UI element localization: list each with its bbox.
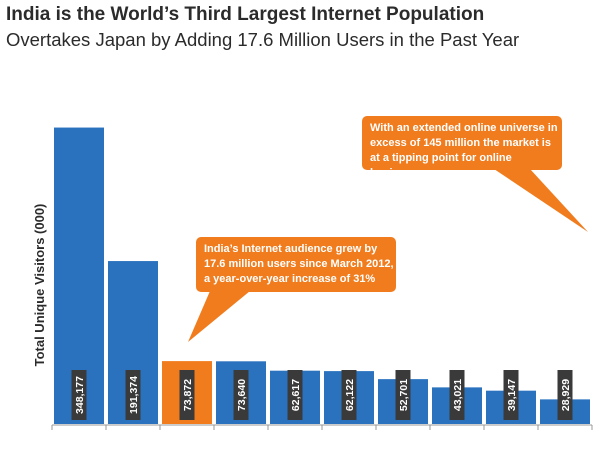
- bar-label-bg-4: [233, 370, 249, 420]
- bar-label-10: 28,929: [560, 379, 572, 411]
- bar-label-7: 52,701: [398, 379, 410, 411]
- bar-label-1: 348,177: [74, 376, 86, 414]
- bar-label-3: 73,872: [182, 379, 194, 411]
- bar-label-bg-5: [287, 370, 303, 420]
- bar-label-bg-7: [395, 370, 411, 420]
- bar-label-bg-8: [449, 370, 465, 420]
- bar-label-bg-1: [71, 370, 87, 420]
- bar-label-bg-10: [557, 370, 573, 420]
- bar-label-8: 43,021: [452, 379, 464, 411]
- bar-label-bg-6: [341, 370, 357, 420]
- callout-1-text: India’s Internet audience grew by 17.6 m…: [204, 243, 394, 285]
- bar-label-bg-9: [503, 370, 519, 420]
- bar-label-5: 62,617: [290, 379, 302, 411]
- bar-label-4: 73,640: [236, 379, 248, 411]
- bar-label-bg-3: [179, 370, 195, 420]
- chart-title: India is the World’s Third Largest Inter…: [6, 4, 485, 25]
- bar-label-bg-2: [125, 370, 141, 420]
- bar-label-6: 62,122: [344, 379, 356, 411]
- callout-1-bubble: [188, 237, 396, 342]
- y-axis-label: Total Unique Visitors (000): [32, 204, 47, 367]
- bar-label-9: 39,147: [506, 379, 518, 411]
- callout-2-bubble: [362, 116, 588, 232]
- callout-2-text: With an extended online universe in exce…: [370, 122, 558, 179]
- chart-subtitle: Overtakes Japan by Adding 17.6 Million U…: [6, 29, 520, 50]
- bar-label-2: 191,374: [128, 376, 140, 414]
